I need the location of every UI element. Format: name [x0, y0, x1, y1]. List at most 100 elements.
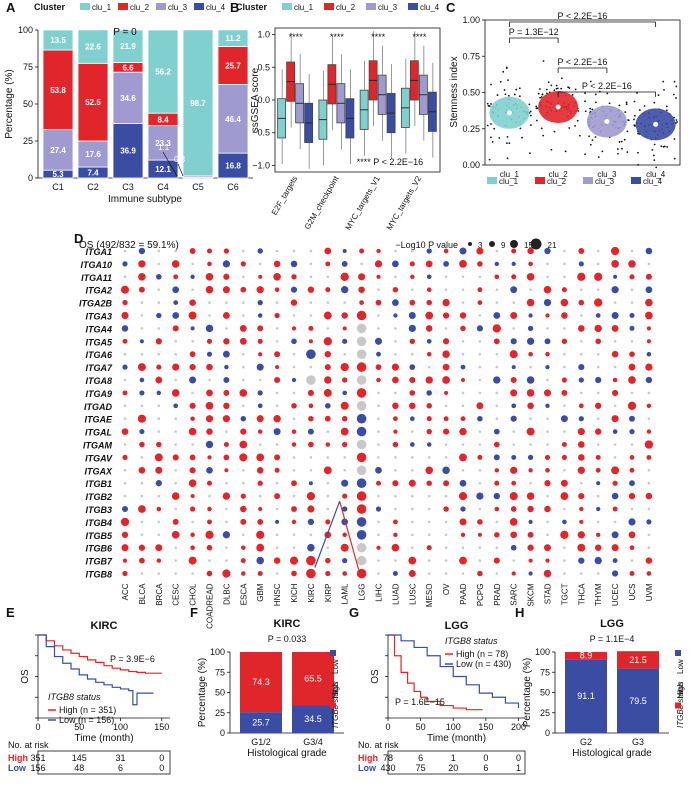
dot	[122, 570, 128, 577]
dot	[356, 323, 367, 334]
scatter-point	[589, 107, 592, 110]
dot	[647, 469, 651, 472]
dot	[611, 311, 619, 320]
dot	[528, 313, 533, 318]
dot	[578, 299, 585, 306]
dot	[409, 376, 416, 384]
dot	[172, 312, 180, 319]
cancer-label: STAD	[544, 583, 553, 604]
dot	[493, 454, 500, 461]
dot	[356, 413, 367, 424]
dot	[341, 441, 348, 448]
dot	[411, 469, 414, 472]
dot	[611, 415, 619, 423]
dot	[611, 260, 619, 268]
bar-segment	[240, 652, 282, 713]
dot	[223, 338, 230, 345]
dot	[121, 505, 129, 513]
cancer-label: KIRC	[307, 583, 316, 602]
dot	[324, 402, 331, 409]
dot	[493, 338, 500, 345]
dot	[326, 301, 330, 304]
dot	[477, 415, 483, 422]
plot-frame	[484, 19, 681, 166]
dot	[426, 442, 432, 447]
dot	[630, 391, 634, 395]
dot	[495, 417, 499, 421]
dot	[645, 273, 652, 280]
dot	[174, 417, 177, 421]
cancer-label: COADREAD	[206, 583, 215, 629]
dot	[308, 481, 313, 486]
scatter-point	[507, 94, 510, 97]
dot	[494, 468, 500, 473]
scatter-point	[675, 85, 678, 88]
scatter-point	[535, 107, 538, 110]
dot	[138, 466, 146, 474]
dot	[257, 403, 263, 409]
bar-data-label: 34.5	[304, 714, 322, 724]
dot	[275, 340, 279, 343]
legend-title: Cluster	[236, 2, 268, 12]
dot	[526, 492, 535, 500]
dot	[341, 286, 349, 294]
dot	[222, 415, 231, 423]
dot	[392, 480, 399, 487]
cancer-label: DLBC	[222, 583, 231, 605]
dot	[545, 558, 550, 563]
dot	[122, 454, 128, 461]
dot	[461, 572, 465, 575]
scatter-point	[578, 134, 581, 137]
dot	[121, 311, 129, 320]
dot	[579, 519, 584, 524]
dot	[157, 352, 161, 356]
bar-segment	[617, 651, 659, 669]
dot	[561, 389, 568, 396]
dot	[563, 404, 566, 408]
dot	[256, 530, 265, 539]
dot	[595, 454, 601, 460]
gene-label: ITGAD	[84, 402, 112, 412]
bar-segment	[565, 659, 607, 733]
dot	[206, 338, 213, 344]
scatter-point	[550, 84, 553, 87]
scatter-point	[584, 100, 586, 103]
dot	[140, 481, 144, 485]
dot	[189, 467, 196, 474]
panel-letter-C: C	[446, 0, 456, 15]
dot	[324, 364, 331, 371]
dot	[274, 351, 281, 358]
plot-title: LGG	[445, 620, 469, 632]
scatter-point	[488, 158, 491, 161]
dot	[358, 286, 365, 293]
dot	[206, 570, 213, 577]
dot	[408, 556, 417, 565]
dot	[292, 546, 296, 549]
dot	[309, 456, 313, 459]
scatter-point	[568, 127, 571, 129]
dot	[326, 327, 330, 330]
dot	[274, 493, 281, 500]
dot	[172, 325, 179, 332]
dot	[326, 275, 330, 279]
dot	[596, 572, 600, 575]
dot	[306, 375, 316, 385]
dot	[340, 401, 349, 410]
size-legend-title: −Log10 P value	[395, 240, 458, 250]
y-tick-label: 0.00	[462, 160, 480, 170]
dot	[140, 533, 144, 537]
scatter-point	[486, 124, 489, 127]
cancer-label: UVM	[645, 583, 654, 601]
dot	[595, 338, 602, 345]
dot	[188, 311, 197, 320]
scatter-point	[488, 105, 491, 107]
cancer-label: CESC	[172, 583, 181, 605]
panel-letter-D: D	[74, 231, 83, 246]
dot	[394, 340, 397, 343]
dot	[325, 442, 331, 447]
risk-value: 1	[516, 763, 521, 773]
scatter-point	[490, 103, 492, 105]
legend-swatch-clu_2	[535, 177, 545, 184]
dot	[613, 404, 617, 408]
dot	[174, 546, 177, 549]
